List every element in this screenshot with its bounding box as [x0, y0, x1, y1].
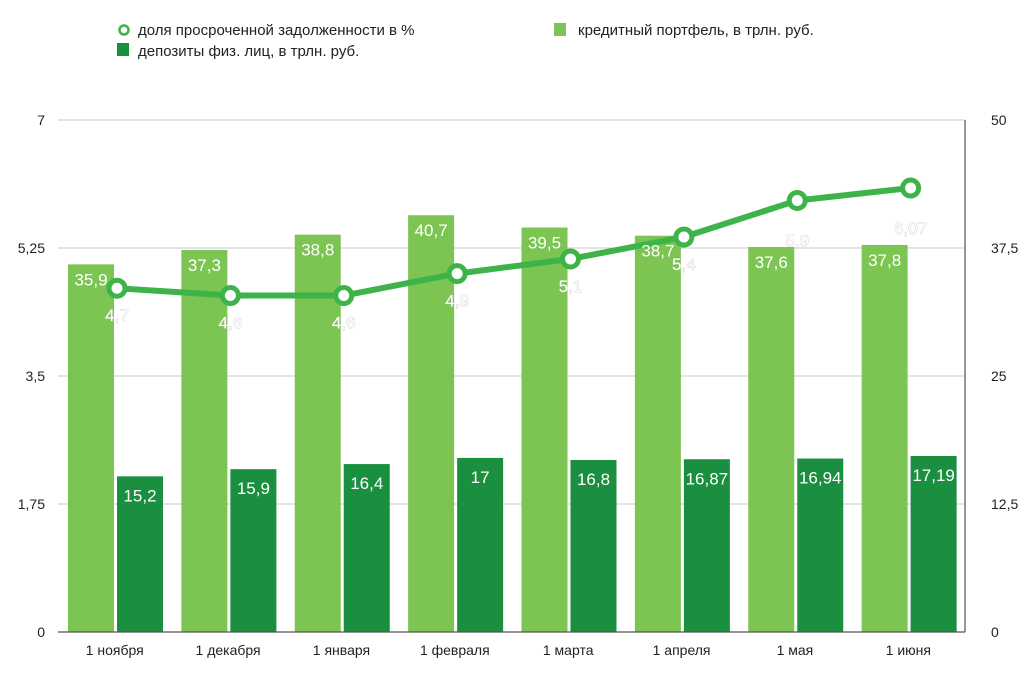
legend-item-overdue-share: доля просроченной задолженности в %: [118, 22, 415, 39]
line-point-overdue-share: [560, 248, 581, 270]
line-point-overdue-share: [786, 189, 808, 211]
line-label-overdue-share: 5,9: [785, 231, 809, 250]
bar-deposits: [570, 459, 617, 632]
bar-deposits: [910, 455, 957, 632]
legend-label-deposits: депозиты физ. лиц, в трлн. руб.: [138, 43, 359, 60]
x-axis-tick-label: 1 июня: [886, 642, 931, 658]
left-axis-tick-label: 5,25: [18, 240, 45, 256]
line-point-overdue-share: [333, 285, 355, 307]
bar-loan-portfolio: [748, 246, 795, 632]
data-labels: 35,9 15,2 37,3 15,9 38,8 16,4 40,7 17 39,5 16,8 38…: [74, 219, 955, 506]
legend-swatch-loan-portfolio: [554, 23, 566, 36]
x-axis-tick-label: 1 марта: [543, 642, 594, 658]
bar-label-deposits: 16,94: [799, 469, 842, 488]
right-axis-tick-label: 37,5: [991, 240, 1018, 256]
bars: [68, 215, 957, 633]
x-axis-tick-label: 1 апреля: [653, 642, 711, 658]
right-axis-tick-label: 12,5: [991, 496, 1018, 512]
legend-label-loan-portfolio: кредитный портфель, в трлн. руб.: [578, 22, 814, 39]
bar-label-loan-portfolio: 40,7: [415, 221, 448, 240]
legend-line-marker: [118, 24, 130, 36]
bar-label-deposits: 17: [471, 468, 490, 487]
bar-loan-portfolio: [521, 227, 568, 632]
bar-label-deposits: 15,9: [237, 479, 270, 498]
right-axis-tick-label: 50: [991, 112, 1007, 128]
bar-loan-portfolio: [181, 250, 228, 632]
axes: 0 0 1,75 12,5 3,5 25 5,25 37,5 7 50 1 ноября 1 дека…: [18, 112, 1019, 658]
bar-loan-portfolio: [68, 264, 114, 632]
left-axis-tick-label: 1,75: [18, 496, 45, 512]
x-axis-tick-label: 1 декабря: [196, 642, 261, 658]
bar-loan-portfolio: [634, 235, 681, 632]
x-axis-tick-label: 1 февраля: [420, 642, 490, 658]
bar-loan-portfolio: [408, 215, 455, 632]
bar-loan-portfolio: [294, 234, 341, 633]
bar-label-loan-portfolio: 38,8: [301, 241, 334, 260]
legend-item-loan-portfolio: кредитный портфель, в трлн. руб.: [554, 22, 814, 39]
x-axis-tick-label: 1 мая: [777, 642, 814, 658]
line-point-overdue-share: [673, 226, 695, 248]
left-axis-tick-label: 7: [37, 112, 45, 128]
x-axis-tick-label: 1 января: [313, 642, 370, 658]
bar-deposits: [230, 469, 277, 632]
line-label-overdue-share: 5,4: [672, 255, 696, 274]
line-label-overdue-share: 4,6: [332, 314, 356, 333]
left-axis-tick-label: 0: [37, 624, 45, 640]
bar-deposits: [343, 464, 390, 632]
bar-loan-portfolio: [861, 244, 908, 633]
legend-label-overdue-share: доля просроченной задолженности в %: [138, 22, 415, 39]
line-label-overdue-share: 6,07: [894, 219, 927, 238]
bar-label-loan-portfolio: 37,6: [755, 253, 788, 272]
bar-label-deposits: 16,4: [350, 474, 383, 493]
line-point-overdue-share: [900, 177, 922, 199]
bar-label-loan-portfolio: 39,5: [528, 234, 561, 253]
line-label-overdue-share: 4,6: [219, 314, 243, 333]
line-point-overdue-share: [106, 277, 128, 299]
bar-label-deposits: 17,19: [912, 466, 955, 485]
legend-item-deposits: депозиты физ. лиц, в трлн. руб.: [117, 43, 359, 60]
line-series: [106, 177, 922, 307]
bar-label-loan-portfolio: 35,9: [74, 270, 107, 289]
bar-label-loan-portfolio: 37,3: [188, 256, 221, 275]
line-overdue-share: [114, 185, 914, 299]
line-point-overdue-share: [219, 285, 241, 307]
bar-label-deposits: 16,8: [577, 470, 610, 489]
bar-label-deposits: 15,2: [123, 486, 156, 505]
bar-label-loan-portfolio: 38,7: [641, 242, 674, 261]
line-label-overdue-share: 5,1: [559, 277, 583, 296]
right-axis-tick-label: 0: [991, 624, 999, 640]
bar-deposits: [797, 458, 844, 632]
bar-label-loan-portfolio: 37,8: [868, 251, 901, 270]
bar-deposits: [457, 457, 504, 632]
right-axis-tick-label: 25: [991, 368, 1007, 384]
line-label-overdue-share: 4,7: [105, 306, 129, 325]
bar-deposits: [117, 476, 163, 632]
legend-swatch-deposits: [117, 43, 129, 56]
line-point-overdue-share: [446, 263, 468, 285]
bar-deposits: [683, 459, 730, 632]
left-axis-tick-label: 3,5: [26, 368, 46, 384]
bar-label-deposits: 16,87: [686, 469, 729, 488]
x-axis-tick-label: 1 ноября: [86, 642, 144, 658]
legend: доля просроченной задолженности в % кред…: [117, 22, 814, 60]
line-label-overdue-share: 4,9: [445, 292, 469, 311]
